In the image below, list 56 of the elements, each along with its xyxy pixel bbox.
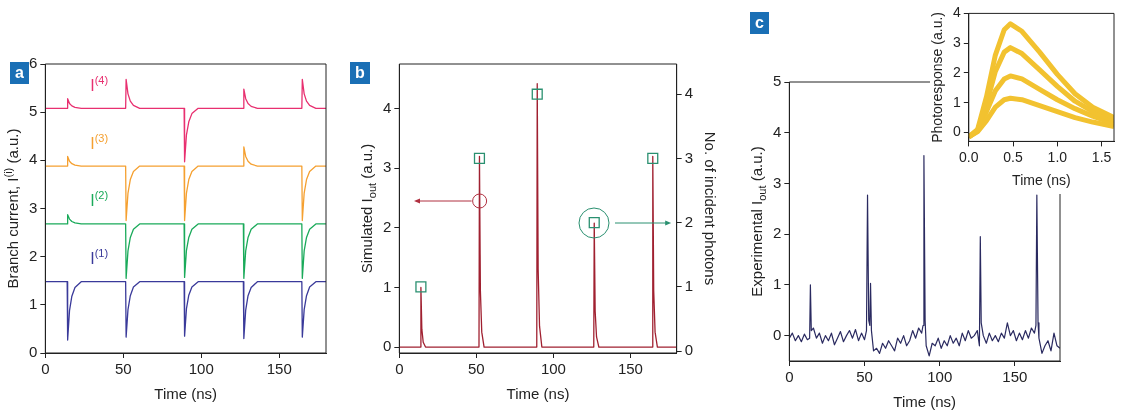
y-axis-title: Photoresponse (a.u.) xyxy=(928,12,945,143)
x-tick-label: 100 xyxy=(927,368,953,386)
x-tick-label: 50 xyxy=(114,360,132,378)
x-tick-label: 0 xyxy=(785,368,794,386)
y-tick-label: 3 xyxy=(952,34,961,51)
x-tick-label: 150 xyxy=(617,360,643,378)
y-tick-label: 3 xyxy=(773,173,782,191)
x-axis-title: Time (ns) xyxy=(506,385,570,403)
x-tick-label: 1.0 xyxy=(1047,148,1068,165)
y-tick-label: 4 xyxy=(773,122,782,140)
y-tick-label: 2 xyxy=(29,246,38,264)
y-tick-label: 0 xyxy=(383,337,392,355)
y-tick-label: 2 xyxy=(383,218,392,236)
y2-axis-title: No. of incident photons xyxy=(701,131,719,286)
x-tick-label: 0.0 xyxy=(959,148,979,165)
y-tick-label: 2 xyxy=(952,63,961,80)
y-tick-label: 0 xyxy=(773,325,782,343)
chart-title: b xyxy=(350,62,370,84)
x-axis-title: Time (ns) xyxy=(893,393,957,411)
y-tick-label: 4 xyxy=(383,98,392,116)
x-tick-label: 0.5 xyxy=(1003,148,1023,165)
y-tick-label: 4 xyxy=(29,150,38,168)
y-tick-label: 0 xyxy=(952,123,961,140)
y-axis-title: Experimental Iout (a.u.) xyxy=(748,146,768,297)
y-tick-label: 1 xyxy=(383,277,392,295)
x-tick-label: 1.5 xyxy=(1091,148,1112,165)
chart-title: a xyxy=(10,62,29,84)
y2-tick-label: 2 xyxy=(684,212,693,230)
y2-tick-label: 4 xyxy=(684,84,693,102)
x-tick-label: 50 xyxy=(468,360,485,378)
y-tick-label: 0 xyxy=(29,343,38,361)
y-tick-label: 4 xyxy=(952,4,961,21)
y-tick-label: 5 xyxy=(773,72,782,90)
y-tick-label: 3 xyxy=(29,198,38,216)
y-tick-label: 3 xyxy=(383,158,392,176)
x-tick-label: 50 xyxy=(856,368,873,386)
x-tick-label: 0 xyxy=(395,360,404,378)
chart-title: c xyxy=(750,12,769,34)
x-tick-label: 150 xyxy=(266,360,292,378)
y-tick-label: 1 xyxy=(773,275,782,293)
y2-tick-label: 0 xyxy=(684,341,693,359)
y-tick-label: 6 xyxy=(29,54,38,72)
y-tick-label: 1 xyxy=(952,93,961,110)
y-tick-label: 1 xyxy=(29,294,38,312)
x-tick-label: 100 xyxy=(188,360,214,378)
y-axis-title: Branch current, I(i) (a.u.) xyxy=(1,128,22,289)
y-tick-label: 2 xyxy=(773,224,782,242)
y2-tick-label: 1 xyxy=(684,276,693,294)
x-axis-title: Time (ns) xyxy=(154,385,218,403)
x-tick-label: 150 xyxy=(1002,368,1028,386)
y-axis-title: Simulated Iout (a.u.) xyxy=(358,143,378,274)
y-tick-label: 5 xyxy=(29,102,38,120)
x-tick-label: 100 xyxy=(540,360,566,378)
x-axis-title: Time (ns) xyxy=(1012,172,1071,189)
y2-tick-label: 3 xyxy=(684,148,693,166)
x-tick-label: 0 xyxy=(41,360,50,378)
